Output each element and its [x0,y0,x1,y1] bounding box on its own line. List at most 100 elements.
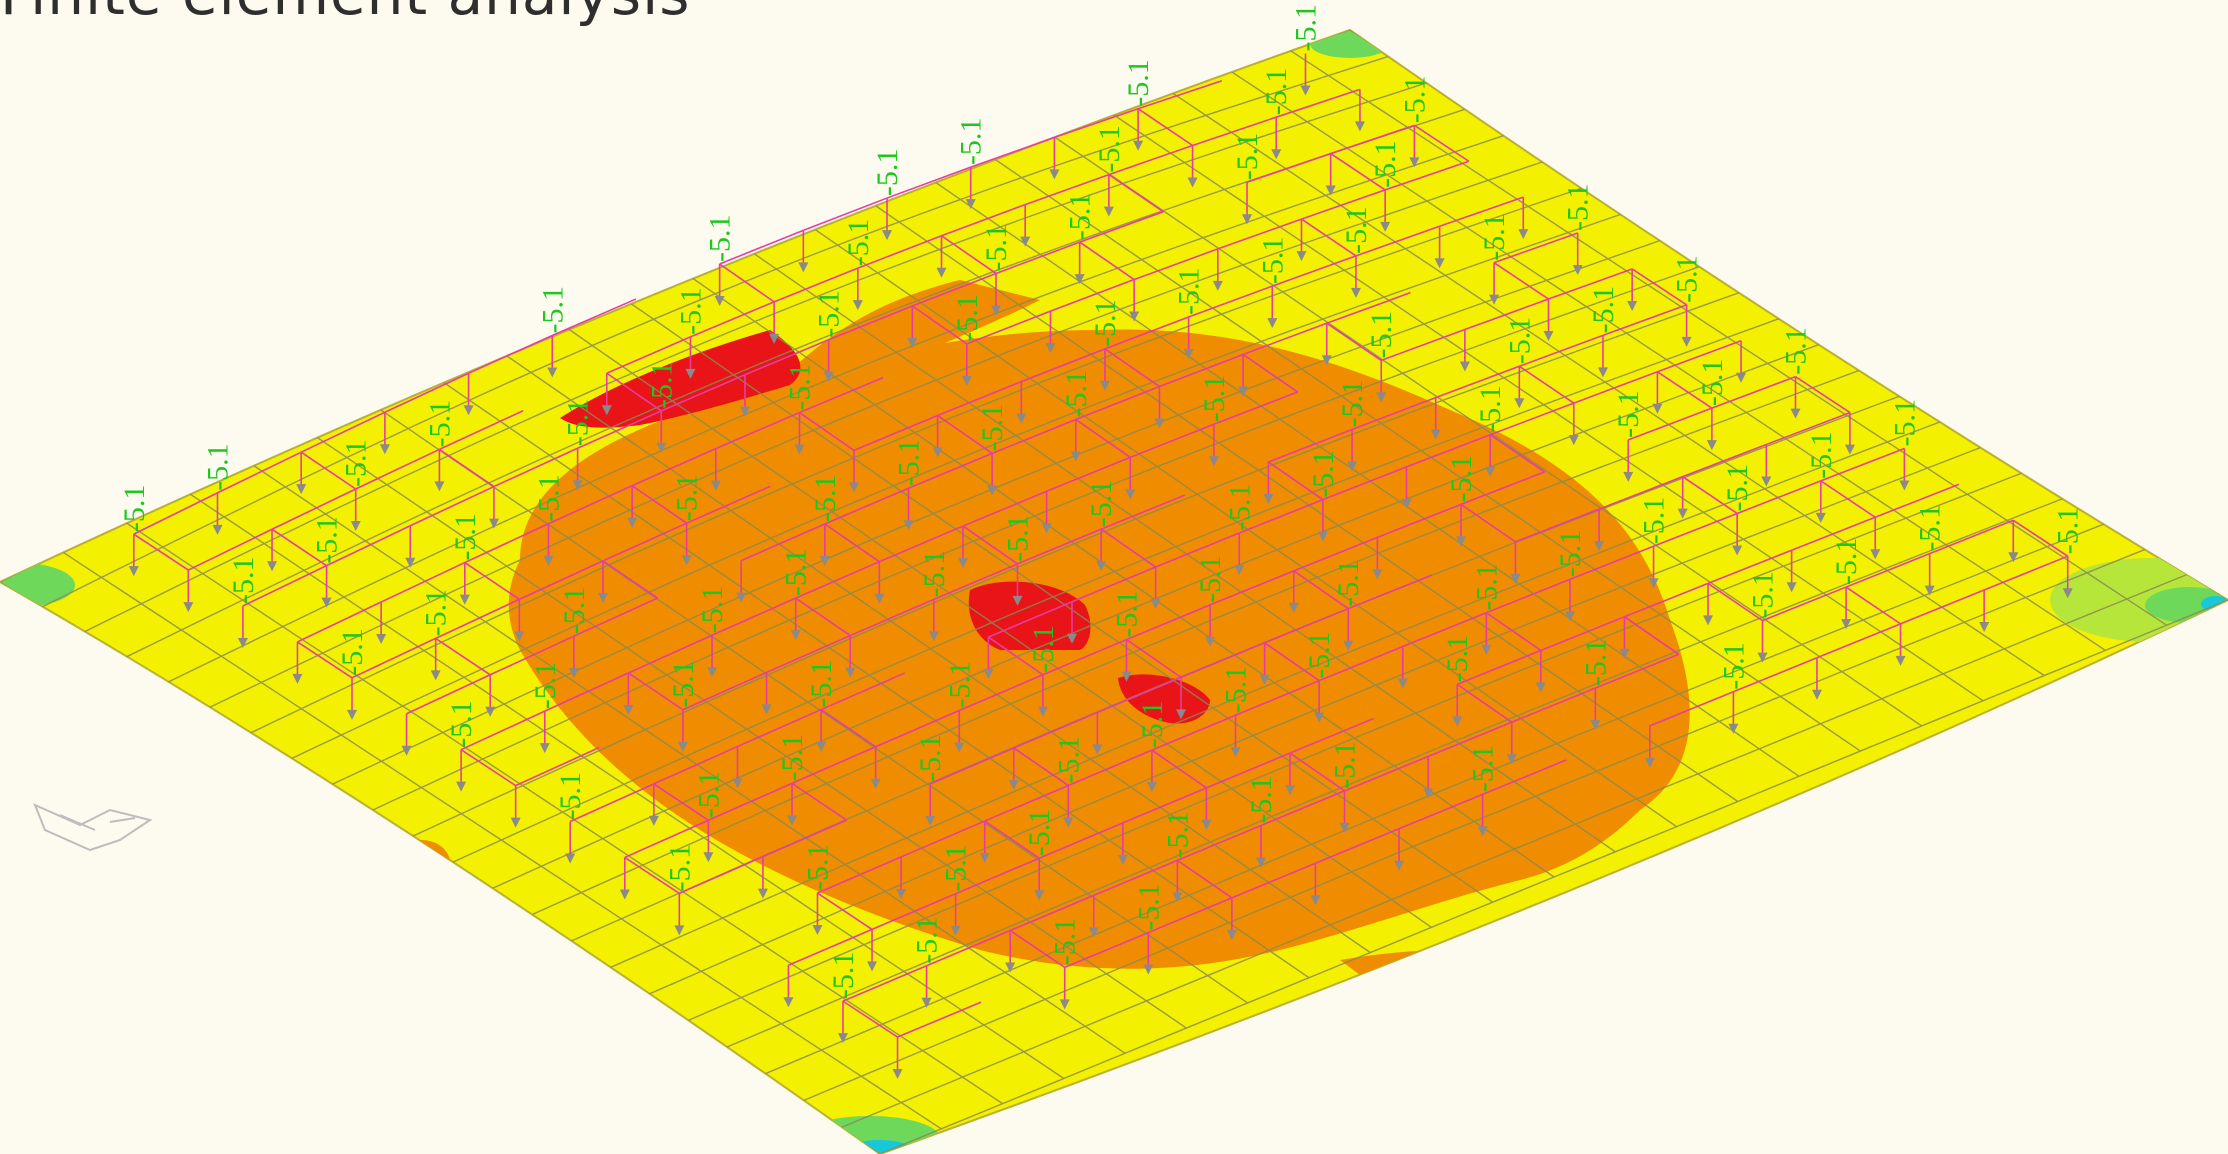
frame-chord [493,447,578,488]
load-arrow-head [601,405,612,416]
load-value-label: -5.1 [671,474,704,522]
frame-chord [1017,528,1102,565]
frame-chord [1456,649,1542,686]
load-value-label: -5.1 [1721,464,1754,512]
load-arrow-head [1401,498,1412,509]
frame-chord [1624,582,1709,618]
load-arrow-head [736,592,747,603]
mesh-line-v [39,55,1391,609]
load-arrow-head [1005,962,1016,973]
load-arrow-head [488,518,499,529]
load-arrow-head [1041,523,1052,534]
load-arrow-head [1380,221,1391,232]
load-value-label: -5.1 [911,916,944,964]
load-value-label: -5.1 [2052,507,2085,555]
frame-chord [1820,447,1905,482]
frame-chord [991,418,1077,455]
frame-chord [380,561,466,603]
load-arrow-head [903,520,914,531]
load-arrow-head [874,593,885,604]
load-arrow-head [1597,367,1608,378]
load-arrow-head [837,1033,848,1044]
frame-chord [1238,498,1324,534]
load-arrow-head [794,444,805,455]
frame-chord [631,447,717,487]
load-arrow-head [183,602,194,613]
load-value-label: -5.1 [1474,385,1507,433]
frame-chord [1064,931,1149,969]
load-value-label: -5.1 [1052,736,1085,784]
load-value-label: -5.1 [340,440,373,488]
load-value-label: -5.1 [784,363,817,411]
load-value-label: -5.1 [1194,555,1227,603]
frame-chord [1489,434,1546,473]
frame-chord [897,1001,982,1038]
load-value-label: -5.1 [1245,776,1278,824]
frame-chord [871,893,956,931]
stress-contour-orange-s [1340,950,1510,994]
frame-chord [1318,645,1404,682]
load-arrow-head [848,482,859,493]
frame-chord [1024,173,1110,206]
load-arrow-head [1201,819,1212,830]
frame-chord [1013,747,1069,787]
load-arrow-head [1757,652,1768,663]
frame-chord [1380,328,1466,362]
stress-contour-red-front [1470,944,1540,966]
load-value-label: -5.1 [1136,701,1169,749]
frame-chord [577,410,662,449]
frame-chord [1159,353,1244,388]
frame-chord [1046,456,1131,493]
load-arrow-head [1034,890,1045,901]
frame-chord [1766,411,1851,446]
load-arrow-head [1143,964,1154,975]
corner-zone-left [0,563,75,607]
frame-chord [1301,218,1357,257]
frame-chord [842,1000,898,1038]
frame-chord [1736,480,1822,515]
frame-chord [1627,407,1713,441]
frame-chord [1493,232,1578,264]
load-arrow-head [1133,140,1144,151]
load-arrow-head [1092,744,1103,755]
frame-chord [300,411,386,453]
load-arrow-head [2008,552,2019,563]
frame-chord [624,819,709,859]
load-value-label: -5.1 [1398,76,1431,124]
load-arrow-head [819,555,830,566]
frame-chord [1268,428,1353,463]
load-value-label: -5.1 [802,844,835,892]
frame-chord [1151,749,1207,789]
load-value-label: -5.1 [1303,631,1336,679]
load-value-label: -5.1 [1260,68,1293,116]
frame-chord [1351,396,1436,431]
load-arrow-head [1627,300,1638,311]
frame-chord [355,448,440,490]
frame-chord [133,492,218,535]
frame-chord [842,965,927,1002]
load-arrow-head [1644,757,1655,768]
frame-chord [1192,116,1277,147]
load-labels: -5.1 -5.1 -5.1 -5.1 -5.1 -5.1 -5.1 -5.1 -5.1 -5.1… [118,4,2085,999]
load-arrow-head [714,295,725,306]
frame-chord [1235,679,1320,716]
load-arrow-head [1376,392,1387,403]
frame-chord [1126,638,1182,679]
load-arrow-head [1899,480,1910,491]
load-arrow-head [401,745,412,756]
load-arrow-head [623,704,634,715]
load-value-label: -5.1 [1747,571,1780,619]
load-value-label: -5.1 [536,286,569,334]
load-arrow-head [703,852,714,863]
load-arrow-head [1271,149,1282,160]
frame-chord [1151,714,1236,751]
frame-chord [1264,642,1320,682]
frame-chord [1711,375,1796,409]
load-arrow-head [1074,274,1085,285]
load-arrow-head [1677,508,1688,519]
load-arrow-head [1187,177,1198,188]
load-arrow-head [1619,648,1630,659]
stress-contour-red-top [560,330,801,428]
frame-chord [941,203,1026,237]
load-value-label: -5.1 [445,700,478,748]
